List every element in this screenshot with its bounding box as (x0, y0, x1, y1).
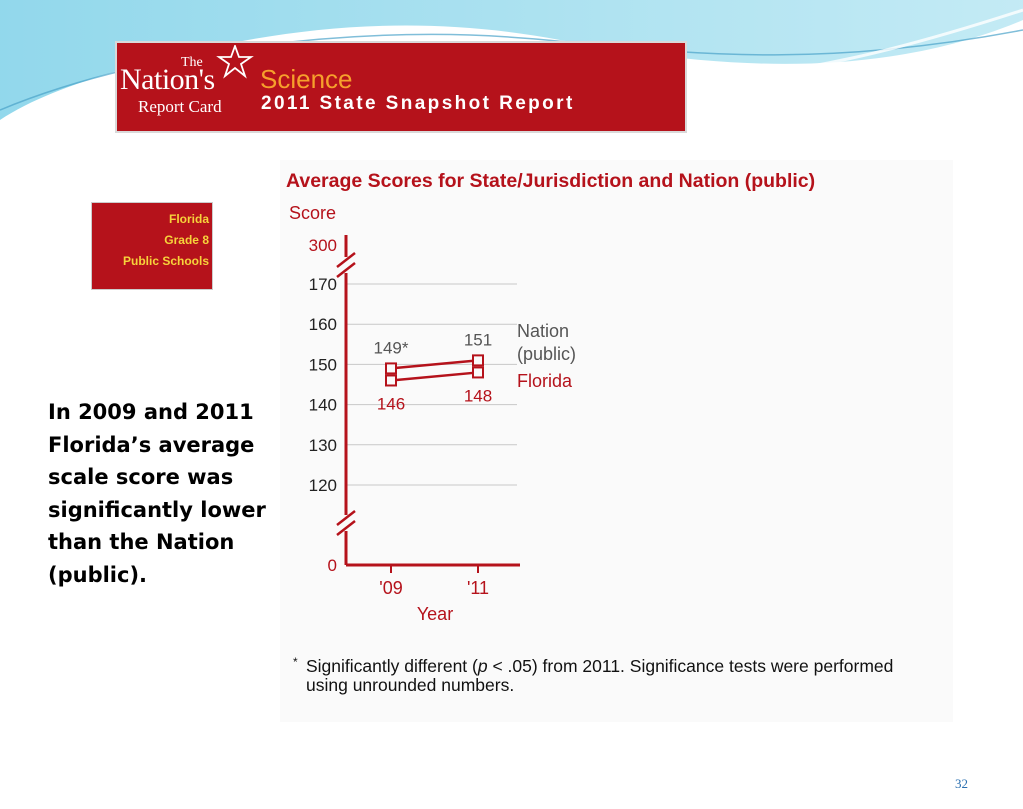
subject-title: Science (260, 64, 353, 94)
data-label-s0-1: 151 (464, 330, 492, 349)
y-tick-label-top: 300 (309, 236, 337, 255)
y-axis-label: Score (289, 203, 336, 223)
y-tick-label-130: 130 (309, 436, 337, 455)
legend-nation-line1: Nation (517, 321, 569, 341)
footnote-p: p (477, 656, 488, 676)
x-axis-label: Year (417, 604, 453, 624)
chart-title: Average Scores for State/Jurisdiction an… (286, 170, 815, 192)
x-tick-label-1: '11 (467, 578, 489, 598)
star-icon (216, 45, 254, 79)
y-tick-label-zero: 0 (328, 556, 337, 575)
footnote-text-after: < .05) from 2011. Significance tests wer… (306, 656, 894, 695)
schools-label: Public Schools (122, 254, 209, 268)
state-info-box: Florida Grade 8 Public Schools (91, 202, 213, 290)
chart-panel (280, 160, 953, 722)
axis-break-slash-a-0 (336, 252, 356, 268)
data-label-s1-0: 146 (377, 394, 405, 413)
x-tick-label-0: '09 (379, 578, 402, 598)
y-tick-label-160: 160 (309, 315, 337, 334)
data-point-s0-1 (472, 354, 484, 367)
logo-the-text: The (181, 55, 203, 70)
page-number: 32 (955, 776, 968, 791)
logo-nations-text: Nation's (120, 63, 215, 96)
footnote: * Significantly different (p < .05) from… (293, 655, 933, 695)
data-point-s0-0 (385, 362, 397, 375)
data-point-s1-0 (385, 374, 397, 387)
footnote-marker: * (293, 655, 298, 669)
axis-break-slash-b-0 (336, 262, 356, 278)
legend-florida: Florida (517, 371, 573, 391)
state-name: Florida (168, 212, 209, 226)
axis-break-slash-a-1 (336, 510, 356, 526)
data-label-s1-1: 148 (464, 386, 492, 405)
data-label-s0-0: 149* (374, 338, 409, 357)
axis-break-gap-0 (338, 257, 354, 273)
report-banner: The Nation's Report Card Science 2011 St… (115, 41, 687, 133)
grade-label: Grade 8 (164, 233, 209, 247)
y-tick-label-150: 150 (309, 355, 337, 374)
average-scores-chart: Average Scores for State/Jurisdiction an… (286, 170, 815, 624)
y-tick-label-120: 120 (309, 476, 337, 495)
logo-report-card-text: Report Card (138, 97, 222, 116)
summary-note: In 2009 and 2011 Florida’s average scale… (48, 400, 266, 587)
footnote-text: Significantly different (p < .05) from 2… (293, 657, 933, 695)
series-line-1 (390, 371, 479, 382)
series-line-0 (390, 359, 479, 370)
data-point-s1-1 (472, 366, 484, 379)
y-tick-label-140: 140 (309, 396, 337, 415)
axis-break-gap-1 (338, 515, 354, 531)
y-tick-label-170: 170 (309, 275, 337, 294)
report-title: 2011 State Snapshot Report (261, 93, 575, 114)
legend-nation-line2: (public) (517, 344, 576, 364)
footnote-text-before: Significantly different ( (306, 656, 478, 676)
axis-break-slash-b-1 (336, 520, 356, 536)
